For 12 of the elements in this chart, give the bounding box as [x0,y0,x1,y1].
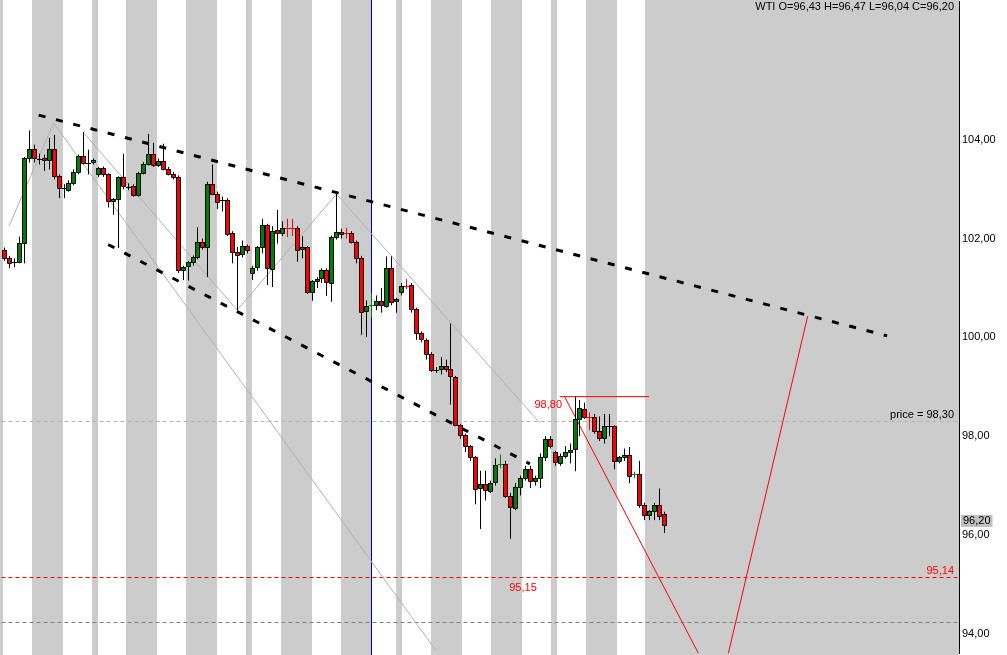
y-tick-label: 100,00 [962,330,996,343]
y-tick-label: 96,00 [962,527,990,540]
y-tick-label: 102,00 [962,231,996,244]
y-tick-label: 94,00 [962,626,990,639]
ref-line-label: price = 98,30 [890,407,954,420]
y-tick-label: 104,00 [962,132,996,145]
annotation: 95,15 [509,580,537,593]
annotation: 98,80 [534,397,562,410]
text: 96,20 [963,514,991,527]
ref-line-label: 95,14 [926,563,954,576]
y-tick-label: 98,00 [962,429,990,442]
chart-title: WTI O=96,43 H=96,47 L=96,04 C=96,20 [755,0,954,12]
